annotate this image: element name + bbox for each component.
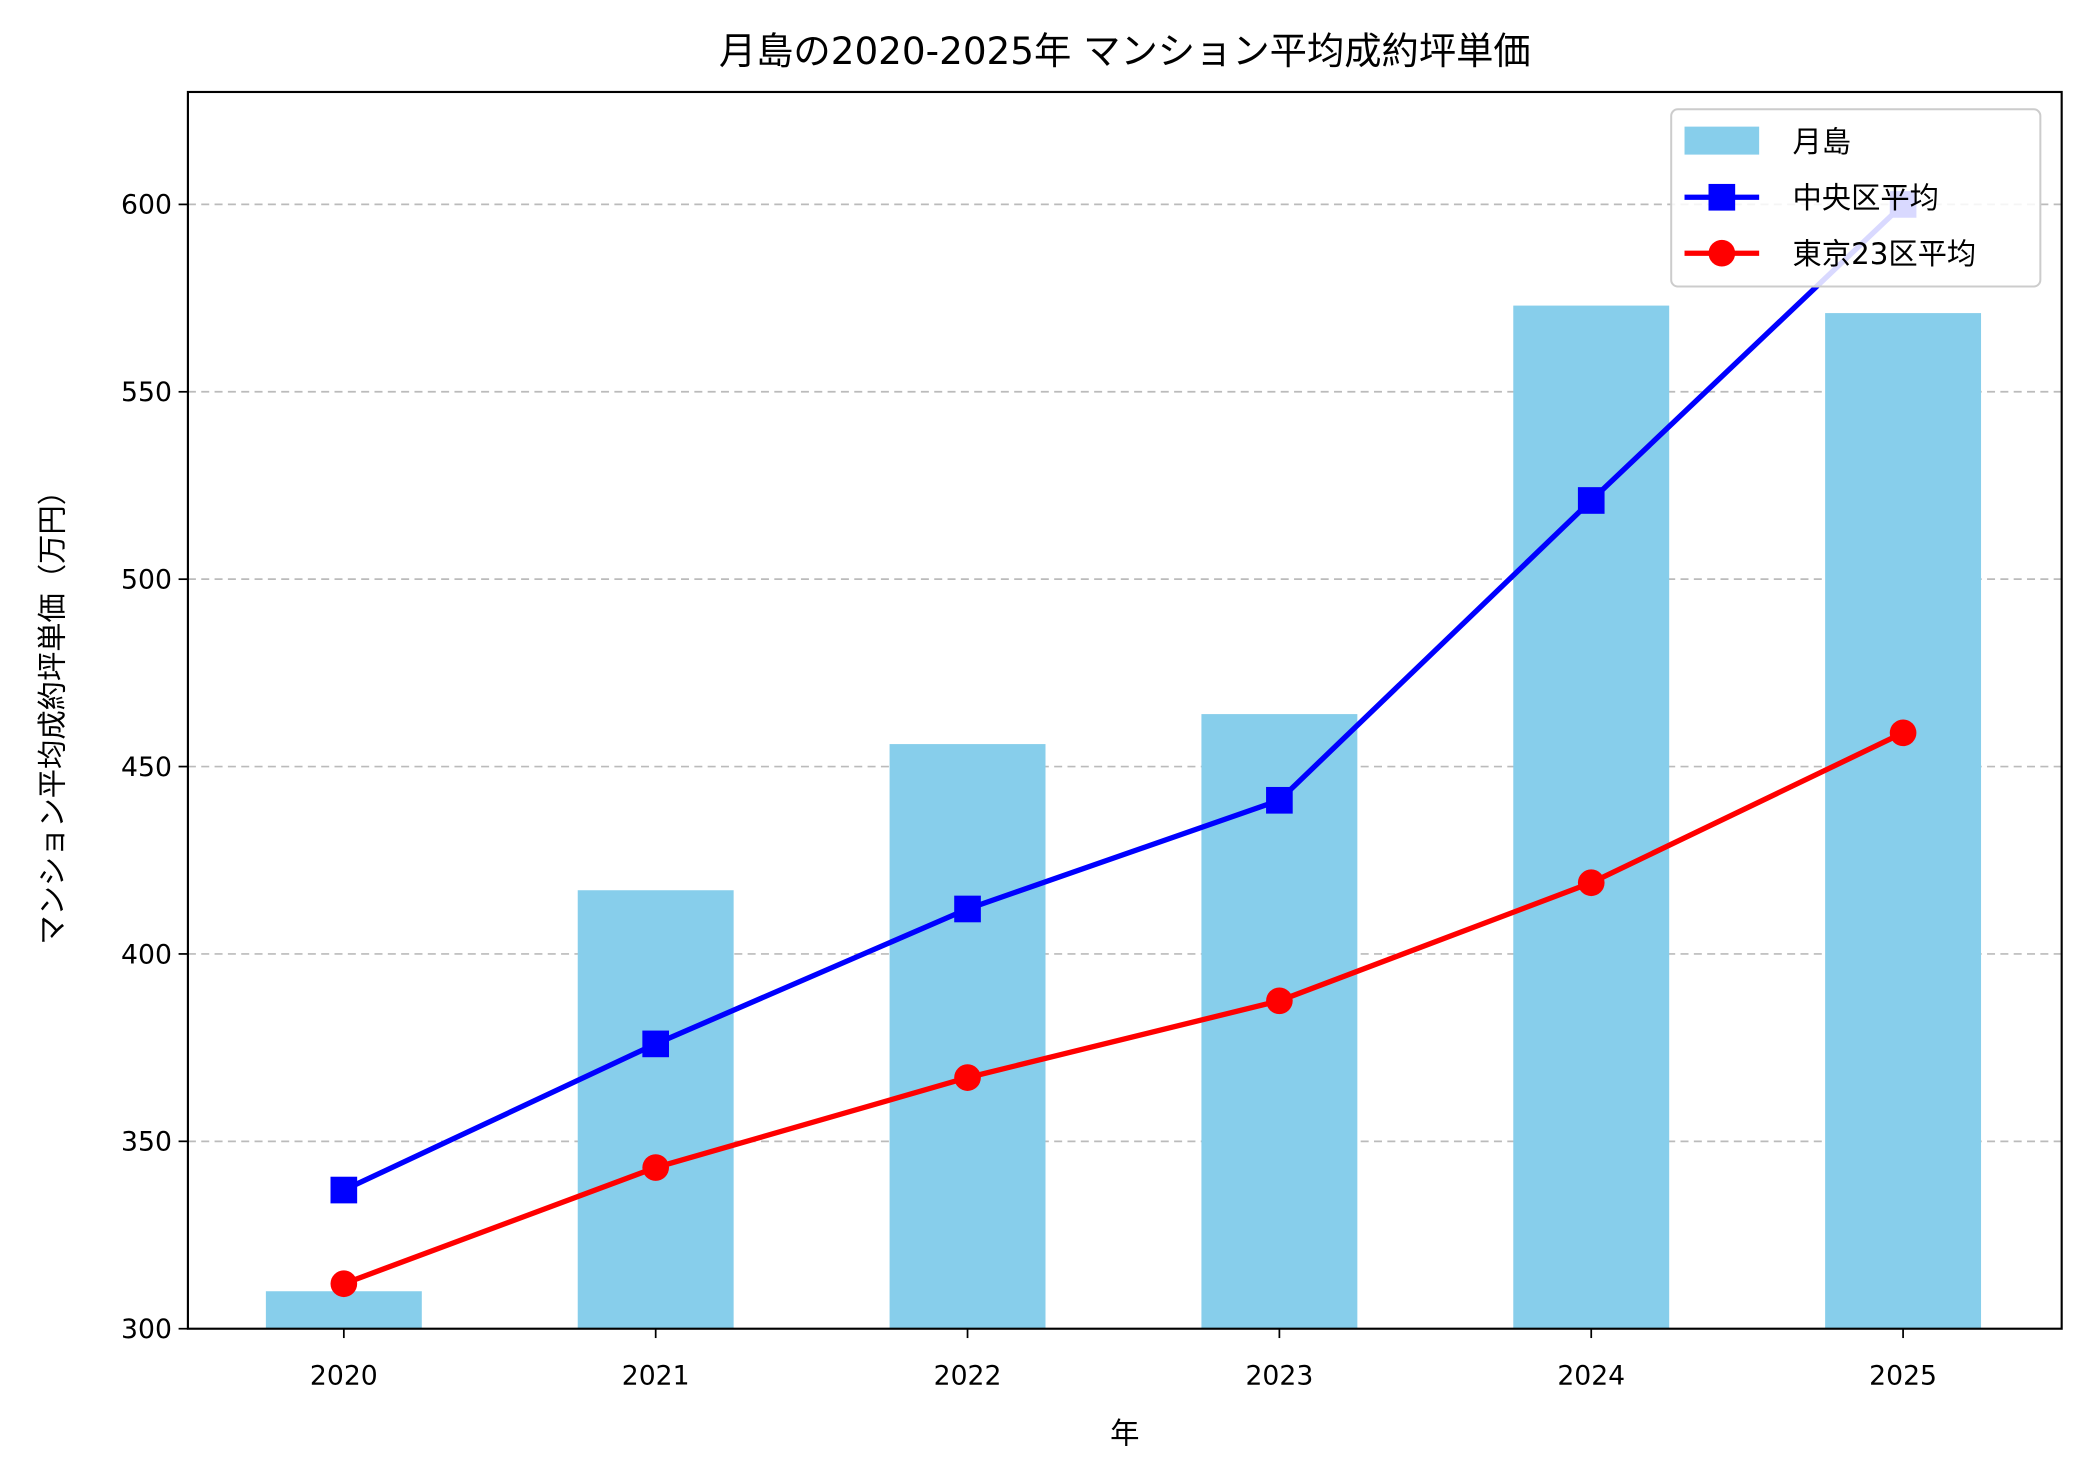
bar-2022 (889, 744, 1046, 1329)
bar-2025 (1825, 313, 1982, 1329)
point-2020 (330, 1270, 358, 1298)
point-2020 (330, 1176, 358, 1204)
x-axis-label: 年 (1110, 1416, 1139, 1450)
x-tick-label: 2020 (310, 1361, 378, 1392)
series-line (342, 202, 1905, 1193)
point-2024 (1577, 487, 1605, 514)
plot-frame (186, 90, 2063, 1330)
y-tick-label: 400 (121, 939, 172, 970)
point-2024 (1577, 869, 1605, 897)
y-tick-label: 500 (121, 565, 172, 596)
series-line (342, 730, 1905, 1287)
y-tick-label: 450 (121, 752, 172, 783)
y-ticks: 300 350 400 450 500 550 600 (121, 190, 188, 1345)
legend-label: 中央区平均 (1792, 181, 1938, 215)
point-2023 (1266, 987, 1293, 1015)
y-axis-label: マンション平均成約坪単価（万円） (36, 476, 70, 945)
point-2025 (1889, 719, 1917, 747)
y-tick-label: 600 (121, 190, 172, 221)
legend-marker-square (1708, 183, 1736, 211)
legend-marker-circle (1708, 239, 1736, 267)
bars (265, 305, 1982, 1329)
legend-label: 東京23区平均 (1792, 237, 1976, 271)
point-2021 (642, 1154, 670, 1181)
y-tick-label: 550 (121, 377, 172, 408)
bar-2021 (577, 890, 734, 1329)
x-tick-label: 2025 (1869, 1361, 1937, 1392)
legend-label: 月島 (1792, 125, 1851, 159)
point-2022 (954, 895, 981, 923)
x-tick-label: 2022 (934, 1361, 1002, 1392)
point-2022 (954, 1064, 981, 1091)
x-tick-label: 2023 (1245, 1361, 1313, 1392)
bar-2024 (1513, 305, 1670, 1329)
y-tick-label: 300 (121, 1314, 172, 1345)
bar-2020 (265, 1291, 422, 1329)
chart-title: 月島の2020-2025年 マンション平均成約坪単価 (719, 29, 1531, 73)
point-2021 (642, 1030, 670, 1058)
x-ticks: 2020 2021 2022 2023 2024 2025 (310, 1328, 1937, 1392)
x-tick-label: 2021 (622, 1361, 690, 1392)
point-2023 (1266, 786, 1293, 814)
x-tick-label: 2024 (1557, 1361, 1625, 1392)
gridlines (187, 203, 2062, 1143)
y-tick-label: 350 (121, 1127, 172, 1158)
lines (330, 191, 1917, 1298)
legend-swatch-bar (1684, 126, 1760, 155)
